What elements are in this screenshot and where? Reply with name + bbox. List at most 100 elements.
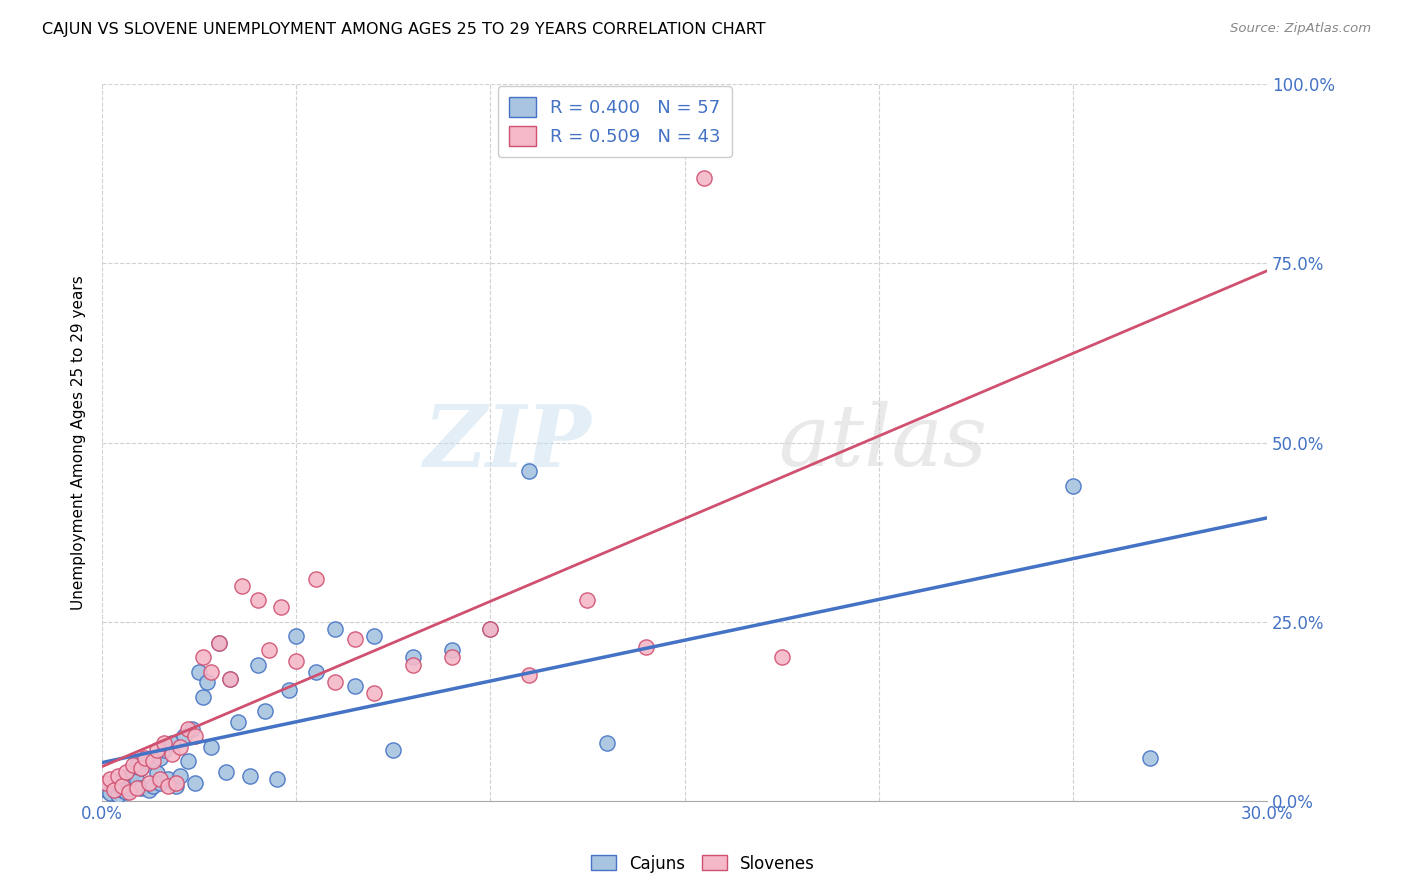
Point (153, 736, 176, 750)
Point (165, 779, 187, 793)
Point (343, 679, 366, 693)
Point (208, 636, 231, 650)
Point (254, 704, 277, 718)
Point (576, 593, 599, 607)
Point (231, 579, 253, 593)
Point (479, 622, 502, 636)
Point (138, 775, 160, 789)
Point (402, 650, 425, 665)
Point (195, 675, 218, 690)
Point (129, 761, 152, 775)
Point (145, 766, 167, 780)
Point (122, 778, 145, 792)
Point (323, 622, 346, 636)
Point (479, 622, 502, 636)
Text: atlas: atlas (778, 401, 987, 483)
Point (266, 772, 288, 786)
Point (770, 650, 793, 665)
Point (107, 775, 129, 789)
Point (118, 785, 141, 799)
Point (1139, 750, 1161, 764)
Point (157, 772, 180, 786)
Point (160, 736, 183, 750)
Point (173, 729, 195, 743)
Point (118, 768, 141, 782)
Point (343, 632, 366, 647)
Point (305, 572, 328, 586)
Point (114, 764, 136, 779)
Legend: Cajuns, Slovenes: Cajuns, Slovenes (585, 848, 821, 880)
Point (1062, 478, 1084, 492)
Point (239, 768, 262, 782)
Point (122, 764, 145, 779)
Point (184, 775, 207, 789)
Point (127, 757, 149, 772)
Point (191, 690, 214, 704)
Point (180, 722, 202, 736)
Point (107, 788, 129, 802)
Point (184, 729, 207, 743)
Point (114, 785, 136, 799)
Point (138, 783, 160, 797)
Point (127, 780, 149, 795)
Point (111, 772, 134, 786)
Point (103, 783, 125, 797)
Point (363, 629, 385, 643)
Point (142, 754, 165, 768)
Point (188, 665, 211, 679)
Text: ZIP: ZIP (423, 401, 592, 484)
Point (176, 754, 198, 768)
Point (440, 643, 463, 657)
Point (142, 779, 165, 793)
Y-axis label: Unemployment Among Ages 25 to 29 years: Unemployment Among Ages 25 to 29 years (72, 275, 86, 610)
Text: CAJUN VS SLOVENE UNEMPLOYMENT AMONG AGES 25 TO 29 YEARS CORRELATION CHART: CAJUN VS SLOVENE UNEMPLOYMENT AMONG AGES… (42, 22, 766, 37)
Point (98, 772, 121, 786)
Point (277, 682, 299, 697)
Point (160, 747, 183, 761)
Point (596, 736, 619, 750)
Point (157, 779, 180, 793)
Point (693, 170, 716, 185)
Point (176, 722, 198, 736)
Point (122, 757, 145, 772)
Point (94, 783, 117, 797)
Point (169, 739, 191, 754)
Point (305, 665, 328, 679)
Point (103, 779, 125, 793)
Point (200, 739, 222, 754)
Point (111, 779, 134, 793)
Point (517, 464, 540, 478)
Point (382, 743, 405, 757)
Point (118, 780, 141, 795)
Point (257, 643, 280, 657)
Point (246, 657, 269, 672)
Point (285, 654, 308, 668)
Point (219, 672, 242, 686)
Point (191, 650, 214, 665)
Point (129, 761, 152, 775)
Point (134, 754, 156, 768)
Point (107, 768, 129, 782)
Point (208, 636, 231, 650)
Point (226, 714, 249, 729)
Point (111, 783, 134, 797)
Point (149, 772, 172, 786)
Point (363, 686, 385, 700)
Point (145, 743, 167, 757)
Point (134, 750, 156, 764)
Point (270, 600, 292, 615)
Legend: R = 0.400   N = 57, R = 0.509   N = 43: R = 0.400 N = 57, R = 0.509 N = 43 (498, 87, 731, 157)
Point (634, 640, 657, 654)
Point (402, 657, 425, 672)
Point (517, 668, 540, 682)
Point (200, 665, 222, 679)
Point (149, 775, 172, 789)
Point (149, 750, 172, 764)
Point (153, 743, 176, 757)
Point (440, 650, 463, 665)
Point (285, 629, 308, 643)
Point (215, 764, 238, 779)
Point (246, 593, 269, 607)
Point (94, 775, 117, 789)
Point (98, 787, 121, 801)
